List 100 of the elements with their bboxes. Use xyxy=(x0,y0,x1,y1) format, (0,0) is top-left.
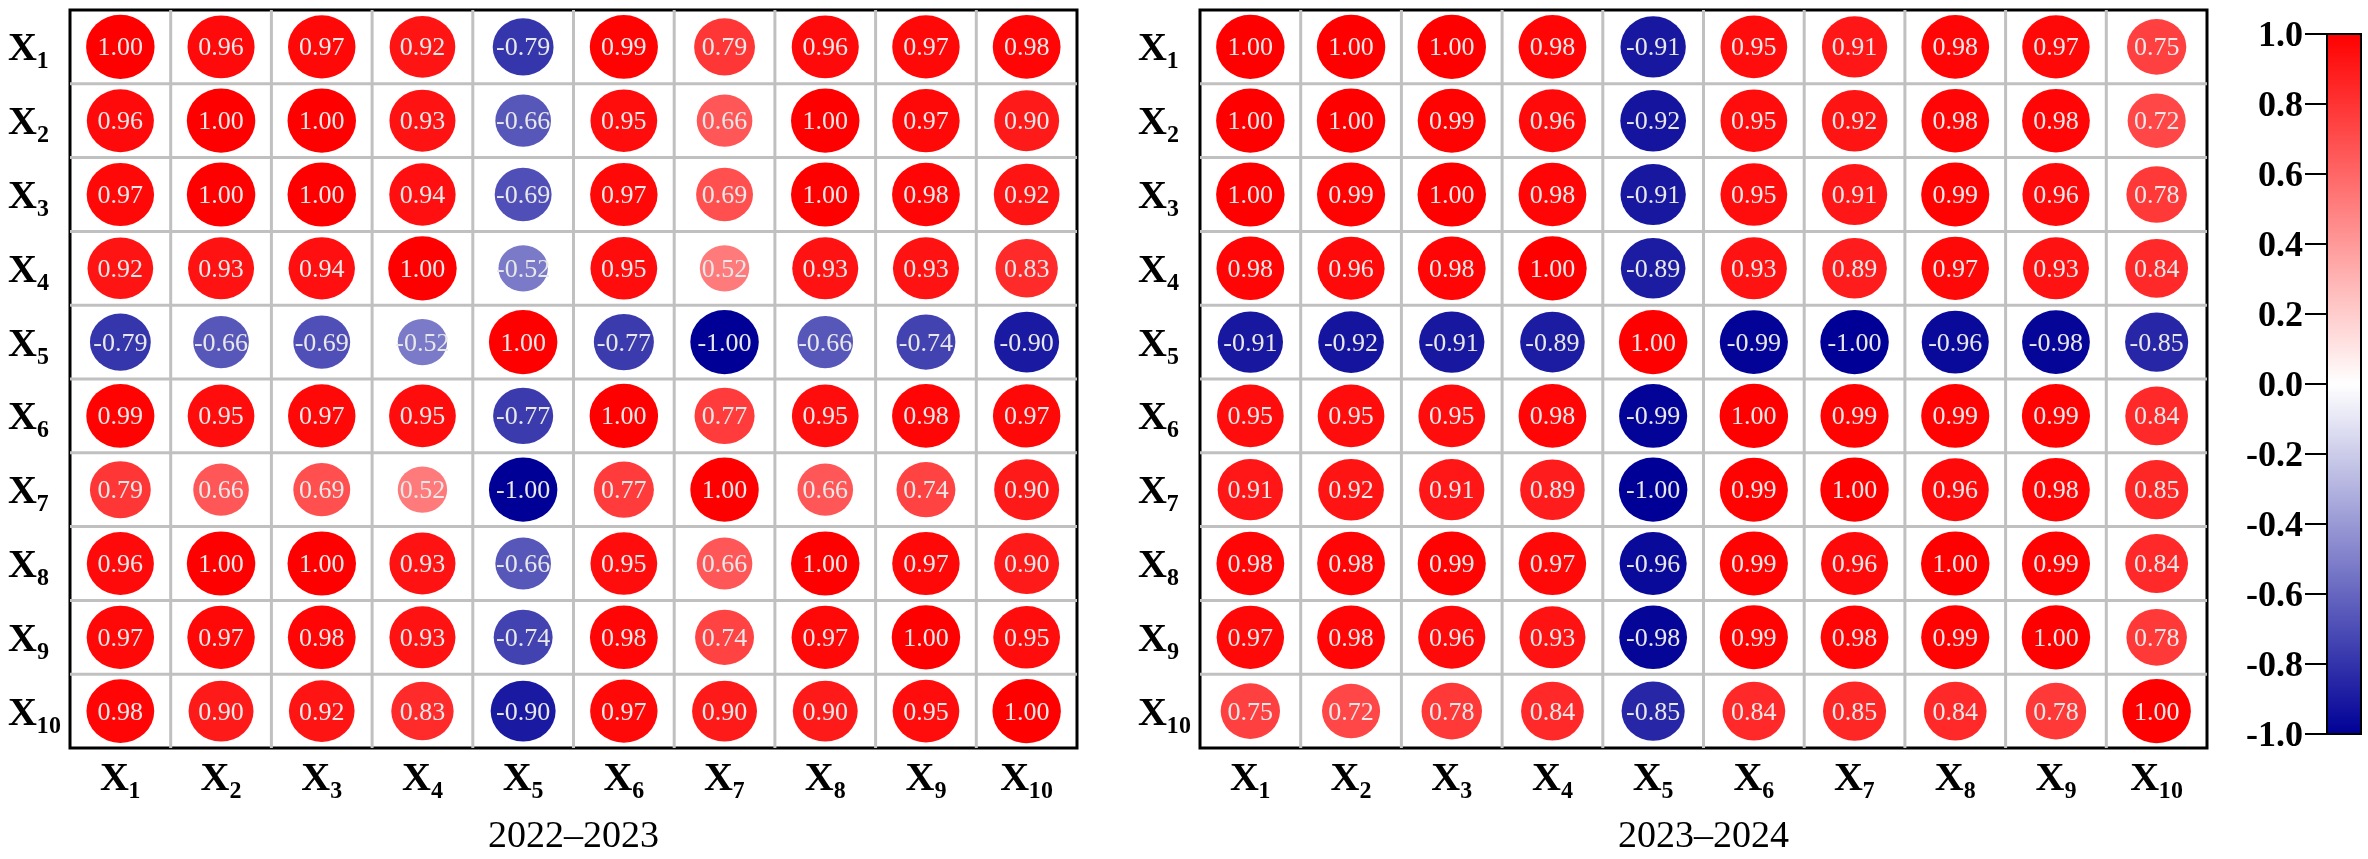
data-label: -0.85 xyxy=(1626,696,1681,726)
data-label: 0.95 xyxy=(399,401,446,431)
color-bar-label: 0.6 xyxy=(2258,154,2303,194)
x-tick-label: X₄ xyxy=(1532,754,1573,800)
data-label: -1.00 xyxy=(697,327,752,357)
y-tick-label: X₃ xyxy=(1138,172,1179,217)
data-label: 0.96 xyxy=(2033,180,2079,209)
data-label: 0.90 xyxy=(701,696,748,726)
data-label: 1.00 xyxy=(802,106,848,136)
data-label: -0.66 xyxy=(193,327,249,357)
y-tick-label: X₇ xyxy=(8,467,49,513)
data-label: 0.95 xyxy=(903,696,949,726)
data-label: 0.97 xyxy=(903,549,949,578)
data-label: -0.66 xyxy=(798,327,853,357)
y-tick-label: X₆ xyxy=(8,393,49,439)
data-label: 0.90 xyxy=(802,696,848,726)
data-label: -0.66 xyxy=(496,106,551,136)
data-label: 0.93 xyxy=(802,253,848,283)
data-label: 1.00 xyxy=(903,622,949,652)
data-label: 0.98 xyxy=(1529,32,1576,62)
data-label: 0.66 xyxy=(198,475,244,505)
x-tick-label: X₆ xyxy=(603,754,645,800)
data-label: 0.97 xyxy=(97,180,144,209)
color-bar-label: 1.0 xyxy=(2258,14,2303,54)
data-label: 0.98 xyxy=(1003,32,1050,62)
data-label: 0.95 xyxy=(1731,32,1777,62)
data-label: -0.98 xyxy=(1626,622,1681,652)
data-label: 0.97 xyxy=(299,32,345,62)
data-label: 0.98 xyxy=(1932,106,1978,136)
data-label: 0.95 xyxy=(601,549,647,578)
data-label: 0.99 xyxy=(1731,622,1777,652)
data-label: 1.00 xyxy=(1429,180,1475,209)
data-label: -0.99 xyxy=(1726,327,1781,357)
data-label: 1.00 xyxy=(399,253,446,283)
data-label: 0.96 xyxy=(97,549,144,578)
color-bar-label: -1.0 xyxy=(2246,714,2303,754)
data-label: 0.98 xyxy=(1529,401,1576,431)
data-label: 0.92 xyxy=(399,32,446,62)
data-label: -1.00 xyxy=(496,475,551,505)
data-label: 0.98 xyxy=(1932,32,1978,62)
data-label: 0.91 xyxy=(1831,32,1878,62)
data-label: 1.00 xyxy=(1731,401,1777,431)
data-label: 0.93 xyxy=(903,253,949,283)
data-label: 0.99 xyxy=(1831,401,1878,431)
data-label: 0.98 xyxy=(1429,253,1475,283)
data-label: 0.99 xyxy=(601,32,647,62)
data-label: 0.97 xyxy=(97,622,144,652)
y-tick-label: X₈ xyxy=(8,541,49,586)
data-label: 0.99 xyxy=(1932,180,1978,209)
x-tick-label: X₉ xyxy=(905,754,947,800)
data-label: 1.00 xyxy=(500,327,546,357)
data-label: 0.99 xyxy=(1328,180,1374,209)
data-label: 1.00 xyxy=(1227,32,1274,62)
data-label: -0.89 xyxy=(1525,327,1580,357)
data-label: -0.74 xyxy=(898,327,954,357)
data-label: 0.96 xyxy=(198,32,244,62)
data-label: 0.69 xyxy=(701,180,748,209)
data-label: 0.74 xyxy=(701,622,748,652)
data-label: 0.98 xyxy=(1227,549,1274,578)
data-label: 0.66 xyxy=(802,475,848,505)
data-label: -0.92 xyxy=(1323,327,1379,357)
data-label: 0.98 xyxy=(903,180,949,209)
data-label: 0.95 xyxy=(601,106,647,136)
x-tick-label: X₂ xyxy=(200,754,242,800)
data-label: 0.78 xyxy=(2133,180,2180,209)
data-label: 0.52 xyxy=(701,253,748,283)
data-label: 0.97 xyxy=(1227,622,1274,652)
data-label: 0.93 xyxy=(399,106,446,136)
color-bar-label: -0.2 xyxy=(2246,434,2303,474)
x-tick-label: X₃ xyxy=(1431,754,1473,800)
data-label: 1.00 xyxy=(299,180,345,209)
data-label: 0.93 xyxy=(399,549,446,578)
y-tick-label: X₂ xyxy=(8,98,49,144)
data-label: 1.00 xyxy=(701,475,748,505)
data-label: 0.97 xyxy=(1003,401,1050,431)
data-label: 1.00 xyxy=(97,32,144,62)
data-label: 0.98 xyxy=(299,622,345,652)
data-label: 0.91 xyxy=(1227,475,1274,505)
x-tick-label: X₅ xyxy=(1632,754,1674,800)
data-label: 0.98 xyxy=(1831,622,1878,652)
data-label: 0.92 xyxy=(1003,180,1050,209)
data-label: 0.90 xyxy=(198,696,244,726)
data-label: 0.95 xyxy=(1731,180,1777,209)
data-label: 1.00 xyxy=(299,106,345,136)
data-label: 0.90 xyxy=(1003,475,1050,505)
data-label: -0.91 xyxy=(1424,327,1479,357)
data-label: 1.00 xyxy=(198,180,244,209)
data-label: 0.96 xyxy=(1831,549,1878,578)
y-tick-label: X₁ xyxy=(1138,24,1179,70)
data-label: 0.92 xyxy=(299,696,345,726)
data-label: 1.00 xyxy=(198,106,244,136)
color-bar-label: 0.2 xyxy=(2258,294,2303,334)
data-label: 0.78 xyxy=(1429,696,1475,726)
data-label: -0.92 xyxy=(1626,106,1681,136)
data-label: -0.91 xyxy=(1223,327,1278,357)
data-label: -0.85 xyxy=(2129,327,2184,357)
data-label: 0.72 xyxy=(2133,106,2180,136)
y-tick-label: X₃ xyxy=(8,172,49,217)
x-tick-label: X₆ xyxy=(1733,754,1775,800)
data-label: 0.75 xyxy=(1227,696,1274,726)
